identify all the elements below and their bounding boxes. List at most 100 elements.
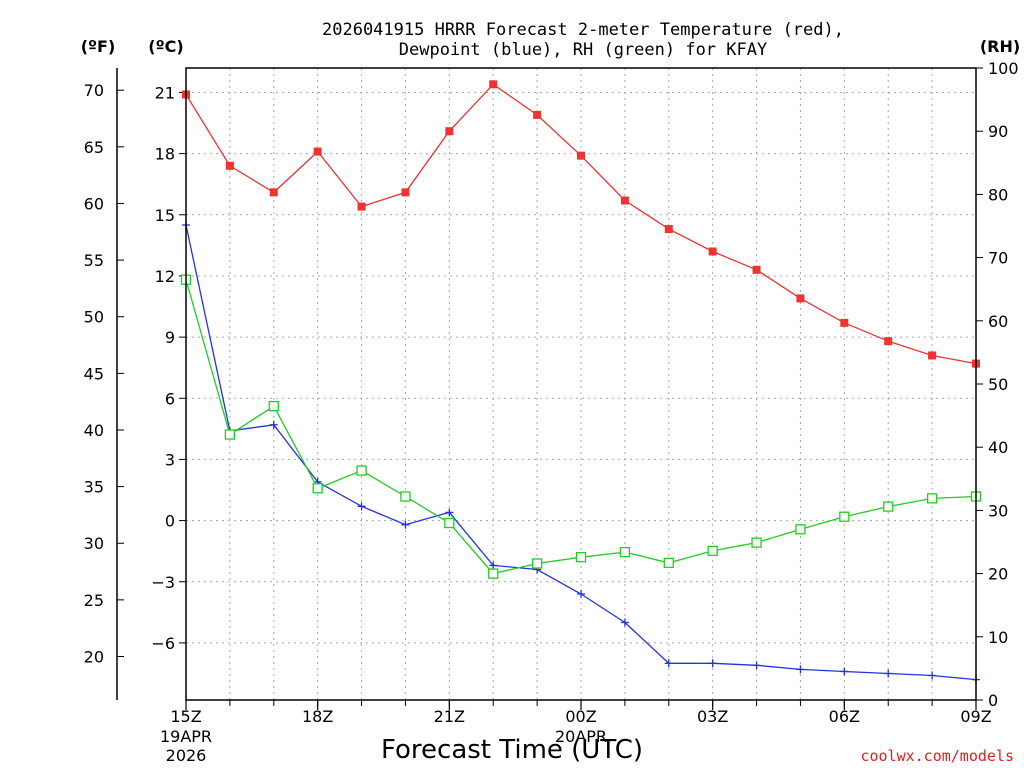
fahrenheit-tick-label: 20 [84, 648, 104, 667]
rh-point [400, 491, 411, 502]
rh-point [444, 517, 455, 529]
fahrenheit-tick-label: 35 [84, 478, 104, 497]
temperature-point [489, 80, 498, 89]
rh-point [883, 501, 894, 512]
rh-tick-label: 50 [988, 375, 1008, 394]
celsius-tick-label: 9 [165, 328, 175, 347]
rh-point [619, 546, 631, 558]
celsius-tick-label: 6 [165, 389, 175, 408]
dewpoint-point [840, 667, 849, 676]
x-tick-label: 15Z [170, 707, 201, 726]
rh-tick-label: 40 [988, 438, 1008, 457]
dewpoint-point [577, 589, 585, 598]
grid-layer [186, 68, 976, 700]
temperature-point [401, 188, 410, 197]
rh-tick-label: 100 [988, 59, 1019, 78]
celsius-tick-label: 3 [165, 450, 175, 469]
celsius-unit-label: (ºC) [148, 37, 183, 56]
plot-frame [185, 67, 977, 701]
dewpoint-point [664, 659, 673, 668]
temperature-point [620, 196, 629, 205]
x-tick-label: 18Z [302, 707, 333, 726]
rh-unit-label: (RH) [980, 37, 1020, 56]
dewpoint-point [269, 420, 278, 429]
temperature-point [664, 225, 673, 234]
temperature-point [928, 351, 937, 360]
rh-point [575, 552, 587, 563]
fahrenheit-tick-label: 65 [84, 138, 104, 157]
rh-point [663, 557, 674, 569]
rh-point [707, 545, 718, 556]
temperature-point [445, 127, 454, 136]
temperature-point [884, 337, 893, 346]
dewpoint-point [489, 561, 498, 570]
fahrenheit-unit-label: (ºF) [81, 37, 116, 56]
fahrenheit-tick-label: 55 [84, 251, 104, 270]
x-tick-label: 21Z [434, 707, 465, 726]
celsius-tick-label: −6 [151, 634, 175, 653]
x-tick-label: 00Z [565, 707, 596, 726]
celsius-tick-label: 18 [155, 145, 175, 164]
rh-series-line [185, 279, 977, 575]
rh-point [839, 511, 850, 522]
fahrenheit-tick-label: 70 [84, 81, 104, 100]
celsius-tick-label: 12 [155, 267, 175, 286]
credit-label: coolwx.com/models [860, 747, 1014, 765]
fahrenheit-tick-label: 45 [84, 364, 104, 383]
temperature-point [840, 318, 849, 327]
x-tick-label: 03Z [697, 707, 728, 726]
rh-point [312, 483, 323, 494]
temperature-point [225, 161, 234, 170]
dewpoint-point [620, 618, 629, 627]
rh-tick-label: 10 [988, 628, 1008, 647]
x-tick-date-label: 19APR [160, 727, 212, 746]
rh-tick-label: 60 [988, 312, 1008, 331]
dewpoint-point [928, 671, 937, 680]
fahrenheit-tick-label: 40 [84, 421, 104, 440]
fahrenheit-tick-label: 60 [84, 194, 104, 213]
temperature-point [357, 202, 366, 211]
x-tick-label: 06Z [829, 707, 860, 726]
rh-tick-label: 20 [988, 565, 1008, 584]
temperature-point [752, 265, 761, 274]
rh-point [356, 465, 367, 476]
fahrenheit-tick-label: 50 [84, 308, 104, 327]
celsius-tick-label: 21 [155, 83, 175, 102]
temperature-point [269, 188, 278, 197]
dewpoint-point [708, 659, 717, 668]
chart-title-line1: 2026041915 HRRR Forecast 2-meter Tempera… [322, 20, 844, 40]
axes-layer: 211815129630−3−6706560555045403530252001… [84, 59, 1019, 765]
x-tick-label: 09Z [960, 707, 991, 726]
temperature-point [708, 247, 717, 256]
temperature-point [533, 110, 542, 119]
temperature-point [313, 147, 322, 156]
rh-point [488, 568, 499, 579]
rh-point [268, 400, 279, 412]
dewpoint-point [357, 502, 366, 511]
rh-tick-label: 90 [988, 122, 1008, 141]
dewpoint-point [401, 520, 410, 529]
rh-point [795, 524, 806, 535]
celsius-tick-label: −3 [151, 573, 175, 592]
rh-point [926, 493, 938, 504]
rh-tick-label: 0 [988, 691, 998, 710]
rh-tick-label: 70 [988, 249, 1008, 268]
chart-title-line2: Dewpoint (blue), RH (green) for KFAY [399, 40, 767, 60]
rh-tick-label: 30 [988, 501, 1008, 520]
dewpoint-point [796, 665, 805, 674]
fahrenheit-tick-label: 30 [84, 534, 104, 553]
celsius-tick-label: 0 [165, 512, 175, 531]
dewpoint-point [884, 669, 893, 678]
rh-point [224, 429, 236, 440]
dewpoint-point [752, 661, 761, 670]
celsius-tick-label: 15 [155, 206, 175, 225]
x-tick-year-label: 2026 [166, 746, 207, 765]
x-axis-label: Forecast Time (UTC) [381, 735, 643, 765]
rh-tick-label: 80 [988, 185, 1008, 204]
temperature-point [577, 151, 585, 160]
dewpoint-point [445, 508, 454, 517]
temperature-point [796, 294, 805, 303]
rh-point [751, 537, 762, 548]
rh-point [531, 558, 543, 569]
